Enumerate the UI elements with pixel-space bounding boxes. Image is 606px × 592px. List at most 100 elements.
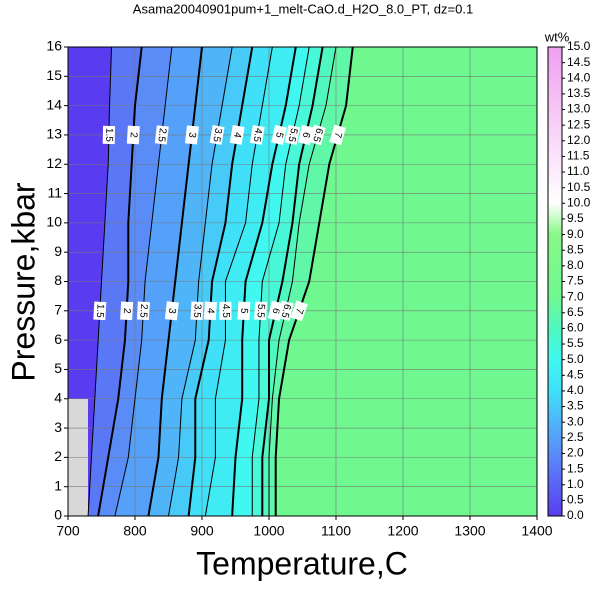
- contour-label: 5.5: [285, 127, 299, 143]
- contour-label-group: 7: [290, 300, 308, 322]
- colorbar-tick-label: 3.0: [567, 414, 584, 428]
- colorbar-label: wt%: [544, 29, 570, 44]
- y-tick-label: 10: [46, 214, 62, 230]
- contour-line: [187, 46, 254, 517]
- x-tick-label: 1400: [521, 523, 552, 539]
- contour-label-group: 4.5: [219, 301, 232, 320]
- y-tick-label: 12: [46, 155, 62, 171]
- contour-label-bg: [126, 125, 140, 145]
- y-tick-label: 4: [54, 389, 62, 405]
- contour-label: 6.5: [279, 303, 293, 319]
- contour-label-bg: [237, 301, 251, 321]
- y-tick-label: 9: [54, 243, 62, 259]
- contour-line: [97, 46, 143, 517]
- contour-label-group: 6.5: [277, 300, 294, 321]
- colorbar-tick-label: 10.0: [567, 196, 591, 210]
- colorbar-tick-label: 2.5: [567, 430, 584, 444]
- contour-label-group: 6: [297, 124, 314, 146]
- contour-label-bg: [190, 301, 204, 321]
- contour-label-bg: [229, 125, 245, 145]
- contour-label: 3.5: [191, 304, 203, 319]
- x-tick-label: 1100: [321, 523, 351, 539]
- contour-line: [168, 46, 233, 517]
- contour-line: [147, 46, 203, 517]
- contour-label: 6: [269, 307, 281, 315]
- contour-line: [261, 46, 324, 516]
- colorbar-tick-label: 14.0: [567, 70, 591, 84]
- contour-label-bg: [309, 124, 326, 146]
- x-tick-label: 1300: [454, 523, 485, 539]
- contour-label: 2.5: [155, 127, 168, 142]
- contour-label: 5: [238, 308, 249, 315]
- y-tick-label: 11: [47, 184, 62, 200]
- x-axis-label: Temperature,C: [196, 545, 408, 581]
- colorbar-tick-label: 10.5: [567, 180, 591, 194]
- colorbar: [547, 46, 563, 517]
- y-tick-label: 16: [46, 38, 62, 54]
- contour-label-bg: [120, 301, 134, 321]
- contour-label-group: 3.5: [190, 301, 204, 321]
- contour-label-group: 5.5: [254, 301, 268, 321]
- y-tick-label: 3: [54, 419, 62, 435]
- contour-line: [231, 46, 297, 517]
- y-tick-label: 2: [54, 448, 62, 464]
- y-tick-label: 13: [46, 126, 62, 142]
- contour-label-bg: [284, 124, 301, 146]
- x-tick-label: 1200: [387, 523, 418, 539]
- y-tick-label: 14: [46, 96, 62, 112]
- contour-label: 4: [231, 131, 243, 139]
- colorbar-tick-label: 8.0: [567, 258, 584, 272]
- colorbar-tick-label: 0.0: [567, 508, 584, 522]
- colorbar-tick-label: 6.0: [567, 321, 584, 335]
- colorbar-tick-label: 1.5: [567, 461, 584, 475]
- contour-label: 3.5: [210, 127, 223, 143]
- contour-label: 4.5: [220, 304, 231, 318]
- contour-label-bg: [184, 125, 199, 145]
- contour-label-group: 4: [203, 301, 217, 321]
- contour-line: [114, 46, 173, 517]
- y-axis-label: Pressure,kbar: [5, 182, 41, 382]
- contour-label-bg: [102, 125, 116, 145]
- colorbar-tick-label: 4.5: [567, 367, 584, 381]
- contour-label-group: 1.5: [93, 301, 107, 321]
- colorbar-tick-label: 7.0: [567, 289, 584, 303]
- contour-label: 4.5: [250, 127, 263, 143]
- x-tick-label: 800: [123, 523, 147, 539]
- contour-line: [87, 46, 113, 517]
- colorbar-tick-label: 11.0: [567, 164, 590, 178]
- contour-line: [251, 46, 310, 516]
- contour-label: 2.5: [137, 304, 149, 319]
- colorbar-tick-label: 4.0: [567, 383, 584, 397]
- contour-label: 4: [205, 308, 216, 315]
- contour-label: 1.5: [94, 304, 106, 319]
- contour-label-bg: [297, 124, 314, 146]
- colorbar-tick-label: 12.0: [567, 133, 591, 147]
- colorbar-tick-label: 2.0: [567, 446, 584, 460]
- contour-label-bg: [154, 125, 169, 145]
- colorbar-tick-label: 15.0: [567, 39, 591, 53]
- contour-label: 1.5: [103, 128, 114, 143]
- contour-label-group: 4.5: [249, 125, 265, 145]
- contour-label-bg: [277, 300, 294, 321]
- colorbar-tick-label: 1.0: [567, 477, 584, 491]
- contour-label-bg: [203, 301, 217, 321]
- colorbar-tick-label: 8.5: [567, 242, 584, 256]
- contour-label-group: 3: [164, 301, 179, 321]
- contour-label-group: 4: [229, 125, 245, 145]
- contour-label-bg: [329, 124, 346, 146]
- contour-label-group: 5.5: [284, 124, 301, 146]
- contour-label: 7: [331, 131, 343, 140]
- contour-label: 5.5: [255, 304, 267, 319]
- contour-line: [268, 46, 337, 516]
- y-tick-label: 6: [54, 331, 62, 347]
- colorbar-tick-label: 13.5: [567, 86, 591, 100]
- contour-label-bg: [93, 301, 107, 321]
- contour-label-group: 7: [329, 124, 346, 146]
- contour-line: [274, 46, 354, 516]
- colorbar-tick-label: 13.0: [567, 102, 591, 116]
- colorbar-tick-label: 12.5: [567, 117, 591, 131]
- colorbar-tick-label: 9.0: [567, 227, 584, 241]
- y-tick-label: 7: [54, 302, 62, 318]
- y-tick-label: 8: [54, 272, 62, 288]
- contour-label: 3: [186, 132, 198, 139]
